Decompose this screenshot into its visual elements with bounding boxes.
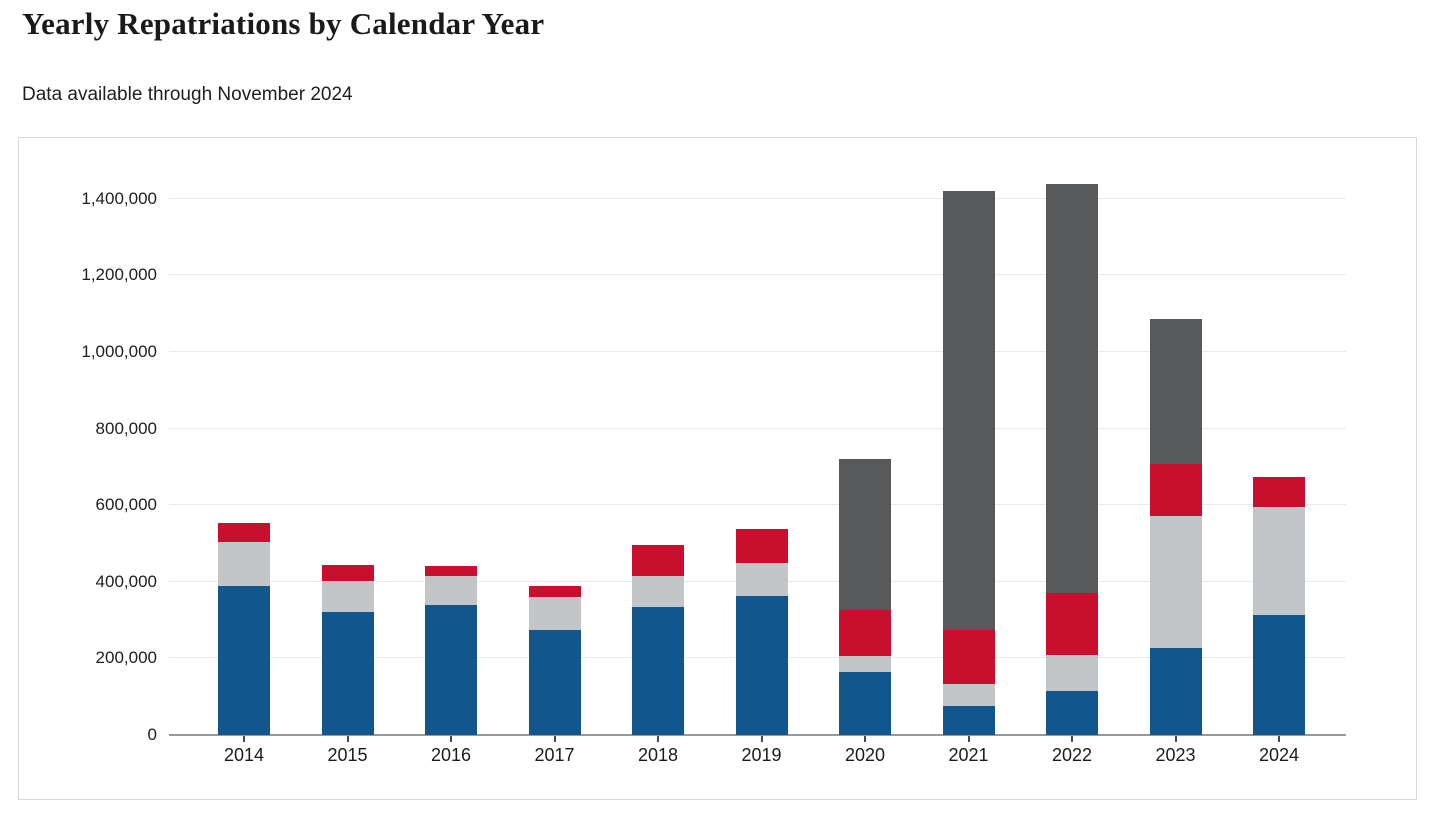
- bar-2019-segment-silver[interactable]: [735, 563, 788, 596]
- bar-2015-segment-blue[interactable]: [321, 612, 374, 735]
- bar-2022-segment-blue[interactable]: [1046, 690, 1098, 735]
- x-axis-tick: [760, 736, 763, 742]
- bar-2019[interactable]: [735, 528, 788, 735]
- chart-subtitle: Data available through November 2024: [22, 84, 353, 105]
- bar-2017-segment-red[interactable]: [528, 586, 581, 598]
- x-axis-tick: [243, 736, 245, 742]
- bar-2016-segment-blue[interactable]: [425, 604, 477, 735]
- plot-area: 0 200,000 400,000 600,000 800,000 1,000,000 1,…: [81, 175, 1346, 765]
- y-axis-tick-label: 1,400,000: [81, 188, 157, 208]
- bar-2015-segment-red[interactable]: [321, 564, 374, 581]
- x-axis-tick-label: 2023: [1155, 745, 1196, 765]
- x-axis-tick-label: 2024: [1258, 745, 1300, 765]
- bar-2022-segment-red[interactable]: [1046, 593, 1098, 656]
- bar-2023-segment-blue[interactable]: [1149, 648, 1202, 735]
- bar-2014[interactable]: [218, 523, 270, 735]
- bar-2021-segment-dark-gray[interactable]: [942, 191, 995, 630]
- page-title: Yearly Repatriations by Calendar Year: [22, 6, 545, 41]
- x-axis-tick: [1174, 736, 1177, 742]
- x-axis-tick: [450, 736, 452, 742]
- bar-2017[interactable]: [528, 586, 581, 735]
- bar-2021-segment-silver[interactable]: [942, 684, 995, 706]
- y-axis-tick-label: 800,000: [95, 418, 157, 438]
- x-axis-tick-label: 2017: [534, 745, 575, 765]
- gridline: [169, 274, 1346, 276]
- bar-2023-segment-silver[interactable]: [1149, 515, 1202, 649]
- bar-2016-segment-red[interactable]: [425, 565, 477, 576]
- bar-2018-segment-silver[interactable]: [632, 575, 684, 608]
- bar-2020-segment-dark-gray[interactable]: [839, 459, 891, 611]
- x-axis-tick: [1278, 736, 1280, 742]
- bar-2017-segment-silver[interactable]: [528, 597, 581, 631]
- bar-2020-segment-red[interactable]: [839, 610, 891, 657]
- gridline: [169, 427, 1346, 429]
- x-axis-tick-label: 2021: [948, 745, 989, 765]
- bar-2016-segment-silver[interactable]: [425, 575, 477, 605]
- y-axis-tick-label: 1,200,000: [81, 265, 157, 285]
- y-axis-tick-label: 1,000,000: [81, 342, 157, 361]
- bar-2023-segment-dark-gray[interactable]: [1149, 319, 1202, 464]
- x-axis-tick: [967, 736, 970, 742]
- bar-2024-segment-silver[interactable]: [1253, 507, 1305, 616]
- bar-2018-segment-blue[interactable]: [632, 607, 684, 735]
- bar-2023-segment-red[interactable]: [1149, 463, 1202, 516]
- bar-2018[interactable]: [632, 545, 684, 735]
- x-axis-tick: [657, 736, 659, 742]
- bar-2022[interactable]: [1046, 183, 1098, 735]
- x-axis-line: [169, 734, 1346, 736]
- gridline: [169, 197, 1346, 199]
- bar-2020[interactable]: [839, 459, 891, 735]
- bar-2016[interactable]: [425, 565, 477, 735]
- x-axis-tick-label: 2022: [1051, 745, 1093, 765]
- x-axis-tick-label: 2015: [327, 745, 368, 765]
- y-axis-tick-label: 200,000: [95, 648, 157, 668]
- bar-2021-segment-blue[interactable]: [942, 705, 995, 735]
- x-axis-tick: [346, 736, 349, 742]
- bar-2021-segment-red[interactable]: [942, 629, 995, 685]
- bar-2022-segment-dark-gray[interactable]: [1046, 183, 1098, 594]
- bar-2014-segment-silver[interactable]: [218, 542, 270, 586]
- x-axis-tick: [864, 736, 866, 742]
- bar-2020-segment-silver[interactable]: [839, 656, 891, 672]
- x-axis-tick-label: 2014: [223, 745, 265, 765]
- x-axis-tick-label: 2016: [430, 745, 472, 765]
- bar-2023[interactable]: [1149, 319, 1202, 735]
- gridline: [169, 504, 1346, 506]
- bar-2019-segment-red[interactable]: [735, 528, 788, 564]
- bar-2018-segment-red[interactable]: [632, 545, 684, 576]
- bar-2021[interactable]: [942, 191, 995, 735]
- x-axis-tick: [553, 736, 556, 742]
- bar-2024[interactable]: [1253, 476, 1305, 735]
- x-axis-tick-label: 2018: [637, 745, 679, 765]
- bar-2014-segment-blue[interactable]: [218, 585, 270, 735]
- y-axis-tick-label: 400,000: [95, 571, 157, 591]
- bar-2022-segment-silver[interactable]: [1046, 655, 1098, 691]
- bar-2015-segment-silver[interactable]: [321, 580, 374, 613]
- bar-2024-segment-blue[interactable]: [1253, 615, 1305, 735]
- x-axis-tick-label: 2019: [741, 745, 782, 765]
- x-axis-tick: [1071, 736, 1073, 742]
- chart-container: 0 200,000 400,000 600,000 800,000 1,000,000 1,…: [18, 137, 1417, 800]
- bar-2014-segment-red[interactable]: [218, 523, 270, 543]
- gridline: [169, 351, 1346, 352]
- y-axis-tick-label: 0: [147, 725, 157, 744]
- x-axis-tick-label: 2020: [844, 745, 886, 765]
- bar-2020-segment-blue[interactable]: [839, 671, 891, 735]
- bar-2017-segment-blue[interactable]: [528, 630, 581, 735]
- y-axis-tick-label: 600,000: [95, 495, 157, 515]
- bar-2019-segment-blue[interactable]: [735, 595, 788, 735]
- bar-2015[interactable]: [321, 564, 374, 735]
- bar-2024-segment-red[interactable]: [1253, 476, 1305, 508]
